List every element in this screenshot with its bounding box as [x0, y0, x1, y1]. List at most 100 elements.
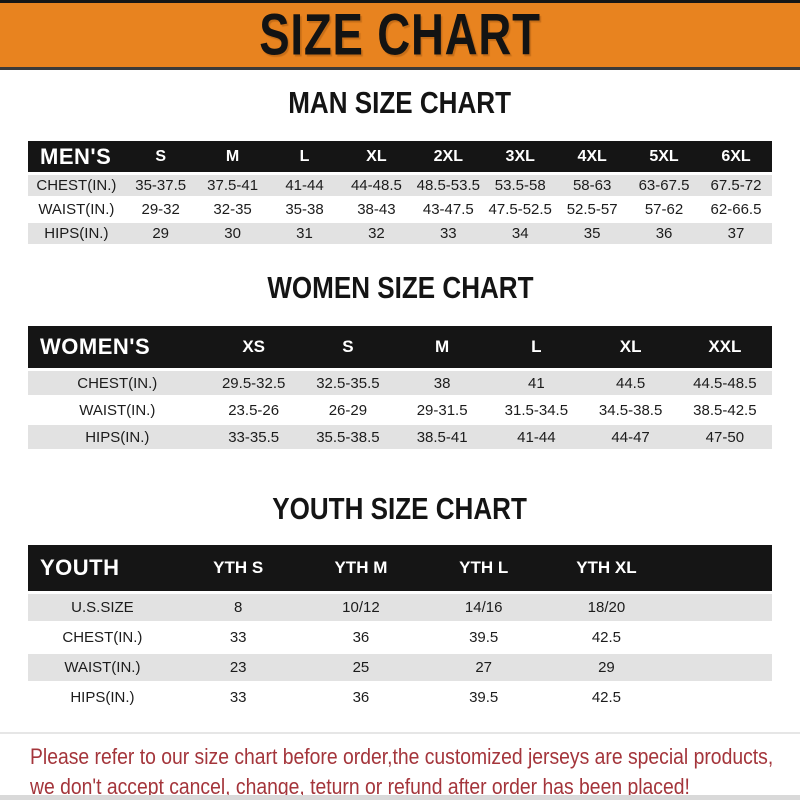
size-value: 26-29: [300, 398, 396, 422]
size-value: 44.5: [583, 371, 678, 395]
size-value: 62-66.5: [699, 199, 772, 220]
column-header: XL: [340, 141, 413, 172]
column-header: YTH XL: [545, 545, 668, 591]
men-section-title-text: MAN SIZE CHART: [288, 85, 512, 120]
size-value: 29: [124, 223, 197, 244]
column-header: 5XL: [628, 141, 700, 172]
youth-section: YOUTH SIZE CHART YOUTH YTH S YTH M YTH L YTH…: [0, 492, 800, 714]
size-value: 35: [556, 223, 629, 244]
size-value: 34: [484, 223, 557, 244]
size-value: 30: [196, 223, 269, 244]
size-value: 39.5: [422, 624, 546, 651]
column-header: S: [300, 326, 396, 368]
column-header: M: [196, 141, 269, 172]
table-row: CHEST(IN.) 29.5-32.5 32.5-35.5 38 41 44.5 44.5…: [28, 371, 772, 395]
table-header-row: MEN'S S M L XL 2XL 3XL 4XL 5XL 6XL: [28, 141, 772, 172]
banner: SIZE CHART: [0, 0, 800, 70]
row-label: WAIST(IN.): [28, 654, 177, 681]
row-label: CHEST(IN.): [28, 624, 177, 651]
size-value: 47-50: [677, 425, 772, 449]
footer-notice: Please refer to our size chart before or…: [0, 732, 800, 800]
size-value: 29: [545, 654, 668, 681]
table-row: HIPS(IN.) 33-35.5 35.5-38.5 38.5-41 41-44 44-…: [28, 425, 772, 449]
table-row: CHEST(IN.) 33 36 39.5 42.5: [28, 624, 772, 651]
size-value: 14/16: [422, 594, 546, 621]
women-section-title: WOMEN SIZE CHART: [0, 271, 800, 305]
column-header: 2XL: [412, 141, 485, 172]
size-value: 42.5: [545, 624, 668, 651]
size-value: 41-44: [268, 175, 341, 196]
size-value: 23.5-26: [206, 398, 301, 422]
column-header: L: [489, 326, 584, 368]
women-size-table: WOMEN'S XS S M L XL XXL CHEST(IN.) 29.5-32.5 32.5…: [28, 323, 772, 452]
size-value: 36: [628, 223, 700, 244]
table-row: U.S.SIZE 8 10/12 14/16 18/20: [28, 594, 772, 621]
row-label: HIPS(IN.): [28, 684, 177, 711]
column-header: 4XL: [556, 141, 629, 172]
size-value: 37.5-41: [196, 175, 269, 196]
size-value: 33-35.5: [206, 425, 301, 449]
row-label: U.S.SIZE: [28, 594, 177, 621]
size-value: 48.5-53.5: [412, 175, 485, 196]
size-value: 63-67.5: [628, 175, 700, 196]
table-row: HIPS(IN.) 29 30 31 32 33 34 35 36 37: [28, 223, 772, 244]
size-value: 32: [340, 223, 413, 244]
size-value: 38-43: [340, 199, 413, 220]
size-value: 41-44: [489, 425, 584, 449]
size-value: 36: [299, 684, 423, 711]
size-value: 38.5-41: [395, 425, 490, 449]
header-spacer: [667, 545, 772, 591]
table-row: WAIST(IN.) 23.5-26 26-29 29-31.5 31.5-34.5 34…: [28, 398, 772, 422]
table-row: WAIST(IN.) 23 25 27 29: [28, 654, 772, 681]
column-header: M: [395, 326, 490, 368]
size-value: 39.5: [422, 684, 546, 711]
size-value: 18/20: [545, 594, 668, 621]
column-header: L: [268, 141, 341, 172]
size-value: 41: [489, 371, 584, 395]
youth-section-title: YOUTH SIZE CHART: [0, 492, 800, 526]
size-value: 8: [176, 594, 300, 621]
size-value: 32-35: [196, 199, 269, 220]
size-value: 58-63: [556, 175, 629, 196]
size-value: 29-31.5: [395, 398, 490, 422]
table-corner-label: WOMEN'S: [28, 326, 207, 368]
women-section-title-text: WOMEN SIZE CHART: [266, 270, 534, 305]
size-value: 32.5-35.5: [300, 371, 396, 395]
row-spacer: [667, 684, 772, 711]
row-label: WAIST(IN.): [28, 398, 207, 422]
column-header: S: [124, 141, 197, 172]
notice-line-2: we don't accept cancel, change, teturn o…: [30, 774, 690, 799]
size-value: 35.5-38.5: [300, 425, 396, 449]
column-header: 6XL: [699, 141, 772, 172]
size-value: 44-47: [583, 425, 678, 449]
size-value: 35-38: [268, 199, 341, 220]
row-spacer: [667, 654, 772, 681]
size-value: 42.5: [545, 684, 668, 711]
men-section: MAN SIZE CHART MEN'S S M L XL 2XL 3XL 4XL 5XL 6XL…: [0, 86, 800, 247]
youth-size-table: YOUTH YTH S YTH M YTH L YTH XL U.S.SIZE 8 10/12…: [28, 542, 772, 714]
row-label: HIPS(IN.): [28, 425, 207, 449]
size-value: 38: [395, 371, 490, 395]
size-value: 43-47.5: [412, 199, 485, 220]
column-header: YTH M: [299, 545, 423, 591]
size-value: 31.5-34.5: [489, 398, 584, 422]
size-value: 29-32: [124, 199, 197, 220]
table-row: HIPS(IN.) 33 36 39.5 42.5: [28, 684, 772, 711]
row-label: CHEST(IN.): [28, 175, 125, 196]
size-value: 44.5-48.5: [677, 371, 772, 395]
column-header: YTH S: [176, 545, 300, 591]
size-value: 33: [176, 624, 300, 651]
column-header: YTH L: [422, 545, 546, 591]
size-value: 67.5-72: [699, 175, 772, 196]
table-header-row: WOMEN'S XS S M L XL XXL: [28, 326, 772, 368]
size-chart-content: MAN SIZE CHART MEN'S S M L XL 2XL 3XL 4XL 5XL 6XL…: [0, 86, 800, 714]
size-value: 33: [412, 223, 485, 244]
column-header: 3XL: [484, 141, 557, 172]
size-value: 52.5-57: [556, 199, 629, 220]
size-value: 29.5-32.5: [206, 371, 301, 395]
column-header: XL: [583, 326, 678, 368]
column-header: XXL: [677, 326, 772, 368]
size-value: 44-48.5: [340, 175, 413, 196]
size-value: 34.5-38.5: [583, 398, 678, 422]
table-row: WAIST(IN.) 29-32 32-35 35-38 38-43 43-47.5 47.…: [28, 199, 772, 220]
